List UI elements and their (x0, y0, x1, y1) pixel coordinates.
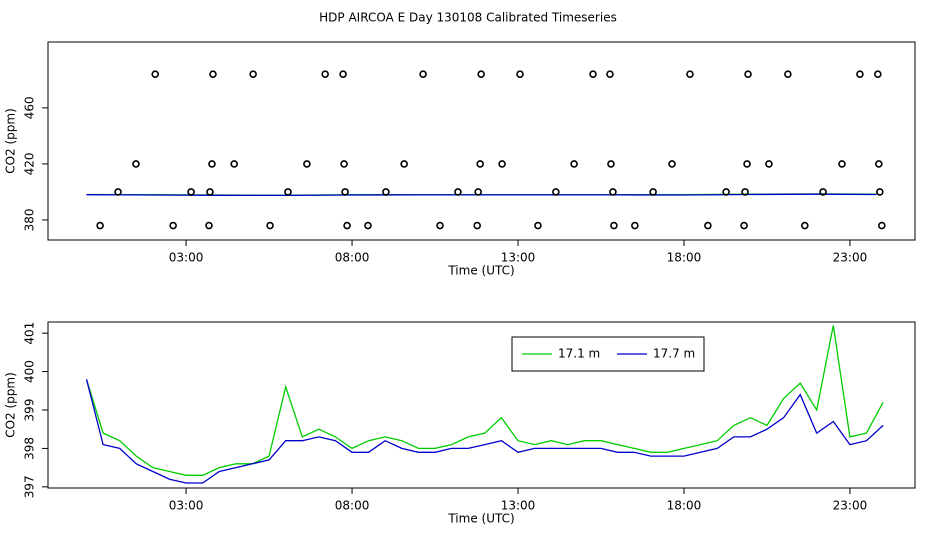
data-point (339, 70, 347, 79)
data-point (668, 160, 676, 168)
y-axis-label: CO2 (ppm) (4, 372, 18, 438)
series-line (86, 193, 877, 197)
data-point (784, 70, 792, 79)
data-point (208, 160, 216, 168)
y-axis-label: CO2 (ppm) (4, 108, 18, 174)
data-point (589, 70, 597, 79)
data-point (206, 188, 214, 196)
data-point (205, 221, 213, 230)
data-point (209, 70, 217, 79)
x-tick-label: 03:00 (169, 499, 204, 513)
x-tick-label: 13:00 (501, 499, 536, 513)
data-point (609, 188, 617, 196)
data-point (187, 188, 195, 196)
data-point (534, 221, 542, 230)
legend-label: 17.7 m (653, 347, 695, 361)
data-point (610, 221, 618, 230)
data-point (436, 221, 444, 230)
y-tick-label: 380 (23, 209, 37, 232)
data-point (400, 160, 408, 168)
x-tick-label: 18:00 (667, 251, 702, 265)
x-tick-label: 08:00 (335, 499, 370, 513)
data-point (686, 70, 694, 79)
plot-frame (47, 41, 916, 241)
y-tick-label: 398 (23, 437, 37, 460)
series-line (85, 379, 884, 484)
data-point (266, 221, 274, 230)
data-point (722, 188, 730, 196)
data-point (704, 221, 712, 230)
y-tick-label: 401 (23, 322, 37, 345)
y-tick-label: 400 (23, 360, 37, 383)
y-tick-label: 420 (23, 152, 37, 175)
data-point (230, 160, 239, 168)
data-point (741, 188, 749, 196)
data-point (800, 221, 809, 230)
x-tick-label: 23:00 (833, 499, 868, 513)
data-point (838, 160, 846, 168)
data-point (454, 188, 462, 196)
x-tick-label: 13:00 (501, 251, 536, 265)
data-point (169, 221, 177, 230)
x-tick-label: 23:00 (833, 251, 868, 265)
data-point (874, 70, 882, 79)
data-point (132, 160, 140, 168)
data-point (744, 70, 752, 79)
x-axis-label: Time (UTC) (447, 264, 514, 278)
data-point (878, 221, 886, 230)
data-point (570, 160, 578, 168)
data-point (631, 221, 639, 230)
data-point (321, 70, 329, 79)
data-point (473, 221, 481, 230)
data-point (343, 221, 351, 230)
y-tick-label: 460 (23, 96, 37, 119)
data-point (856, 70, 864, 79)
x-tick-label: 03:00 (169, 251, 204, 265)
data-point (607, 160, 615, 168)
series-line (85, 325, 884, 476)
data-point (649, 188, 657, 196)
data-point (476, 160, 484, 168)
y-tick-label: 399 (23, 399, 37, 422)
data-point (341, 188, 349, 196)
data-point (876, 188, 884, 196)
data-point (340, 160, 348, 168)
y-tick-label: 397 (23, 475, 37, 498)
page-title: HDP AIRCOA E Day 130108 Calibrated Times… (319, 11, 617, 25)
data-point (284, 188, 292, 196)
data-point (96, 221, 104, 230)
data-point (474, 188, 482, 196)
data-point (516, 70, 524, 79)
data-point (740, 221, 748, 230)
data-point (364, 221, 372, 230)
data-point (419, 70, 427, 79)
data-point (303, 160, 311, 168)
x-tick-label: 18:00 (667, 499, 702, 513)
data-point (875, 160, 883, 168)
data-point (114, 188, 122, 196)
data-point (477, 70, 485, 79)
data-point (498, 160, 506, 168)
data-point (249, 70, 257, 79)
data-point (382, 188, 390, 196)
data-point (151, 70, 160, 79)
x-axis-label: Time (UTC) (447, 512, 514, 526)
data-point (819, 188, 827, 196)
x-tick-label: 08:00 (335, 251, 370, 265)
data-point (765, 160, 773, 168)
plot-frame (47, 321, 916, 489)
legend-label: 17.1 m (558, 347, 600, 361)
data-point (606, 70, 614, 79)
data-point (552, 188, 560, 196)
data-point (743, 160, 751, 168)
